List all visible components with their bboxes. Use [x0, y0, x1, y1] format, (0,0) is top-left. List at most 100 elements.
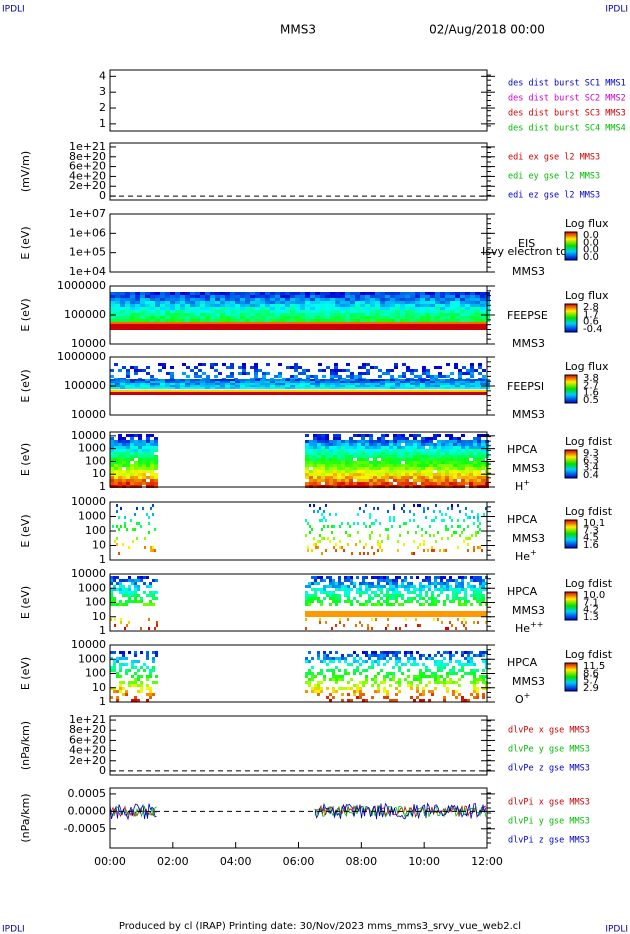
- spectrogram-cell: [116, 672, 119, 675]
- spectrogram-cell: [345, 482, 349, 485]
- spectrogram-cell: [476, 591, 479, 594]
- spectrogram-cell: [230, 298, 235, 301]
- spectrogram-cell: [465, 387, 470, 389]
- spectrogram-cell: [122, 657, 125, 660]
- spectrogram-cell: [344, 669, 347, 672]
- spectrogram-cell: [295, 379, 300, 381]
- spectrogram-cell: [325, 304, 330, 307]
- colorbar-tick-label: 0.0: [583, 252, 599, 263]
- spectrogram-cell: [446, 663, 449, 666]
- spectrogram-cell: [405, 301, 410, 304]
- spectrogram-cell: [290, 383, 295, 385]
- spectrogram-cell: [437, 458, 441, 461]
- spectrogram-cell: [124, 627, 126, 630]
- spectrogram-cell: [140, 385, 145, 387]
- spectrogram-cell: [421, 473, 425, 476]
- spectrogram-cell: [371, 546, 373, 549]
- spectrogram-cell: [313, 437, 317, 440]
- instrument-label: HPCA: [507, 585, 538, 598]
- spectrogram-cell: [125, 579, 128, 582]
- spectrogram-cell: [320, 387, 325, 389]
- spectrogram-cell: [435, 381, 440, 383]
- spectrogram-cell: [400, 316, 405, 319]
- spectrogram-cell: [320, 295, 325, 298]
- spectrogram-cell: [315, 385, 320, 387]
- spectrogram-cell: [361, 455, 365, 458]
- spectrogram-cell: [426, 369, 430, 372]
- spectrogram-cell: [110, 449, 114, 452]
- spectrogram-cell: [475, 381, 480, 383]
- colorbar: [564, 231, 578, 261]
- spectrogram-cell: [395, 693, 398, 696]
- spectrogram-cell: [479, 582, 482, 585]
- spectrogram-cell: [160, 385, 165, 387]
- spectrogram-cell: [152, 693, 155, 696]
- spectrogram-cell: [120, 385, 125, 387]
- spectrogram-cell: [403, 543, 405, 546]
- spectrogram-cell: [339, 546, 341, 549]
- spectrogram-cell: [185, 385, 190, 387]
- spectrogram-cell: [449, 461, 453, 464]
- spectrogram-cell: [335, 313, 340, 316]
- spectrogram-cell: [350, 582, 353, 585]
- spectrogram-cell: [433, 479, 437, 482]
- spectrogram-cell: [309, 473, 313, 476]
- spectrogram-band: [110, 392, 487, 395]
- spectrogram-cell: [280, 379, 285, 381]
- spectrogram-cell: [476, 576, 479, 579]
- spectrogram-cell: [149, 696, 152, 699]
- spectrogram-cell: [425, 585, 428, 588]
- spectrogram-cell: [210, 292, 215, 295]
- spectrogram-cell: [380, 597, 383, 600]
- spectrogram-cell: [400, 379, 405, 381]
- spectrogram-cell: [335, 316, 340, 319]
- spectrogram-cell: [190, 379, 195, 381]
- spectrogram-cell: [325, 440, 329, 443]
- spectrogram-cell: [425, 379, 430, 381]
- spectrogram-cell: [440, 582, 443, 585]
- spectrogram-cell: [215, 383, 220, 385]
- spectrogram-cell: [441, 513, 443, 516]
- spectrogram-cell: [381, 473, 385, 476]
- spectrogram-cell: [126, 452, 130, 455]
- spectrogram-cell: [457, 525, 459, 528]
- species: O: [515, 693, 524, 706]
- spectrogram-cell: [343, 549, 345, 552]
- spectrogram-cell: [120, 507, 122, 510]
- spectrogram-cell: [305, 600, 308, 603]
- charge: ++: [530, 620, 543, 629]
- spectrogram-cell: [390, 379, 395, 381]
- spectrogram-cell: [473, 591, 476, 594]
- spectrogram-cell: [461, 473, 465, 476]
- spectrogram-cell: [356, 660, 359, 663]
- spectrogram-cell: [265, 387, 270, 389]
- spectrogram-cell: [205, 385, 210, 387]
- spectrogram-cell: [453, 443, 457, 446]
- spectrogram-cell: [113, 651, 116, 654]
- y-axis-label: E (eV): [19, 298, 32, 331]
- spectrogram-cell: [149, 669, 152, 672]
- spectrogram-cell: [152, 579, 155, 582]
- spectrogram-cell: [337, 473, 341, 476]
- spectrogram-cell: [443, 576, 446, 579]
- spectrogram-cell: [175, 304, 180, 307]
- spectrogram-cell: [450, 295, 455, 298]
- spectrogram-cell: [310, 301, 315, 304]
- spectrogram-cell: [110, 369, 114, 372]
- spectrogram-cell: [371, 678, 374, 681]
- spectrogram-cell: [457, 449, 461, 452]
- spectrogram-cell: [119, 588, 122, 591]
- spectrogram-cell: [392, 591, 395, 594]
- spectrogram-cell: [140, 687, 143, 690]
- spectrogram-cell: [130, 449, 134, 452]
- spectrogram-cell: [170, 319, 175, 322]
- spectrogram-cell: [337, 479, 341, 482]
- spectrogram-cell: [126, 528, 128, 531]
- spectrogram-cell: [458, 603, 461, 606]
- spectrogram-cell: [398, 603, 401, 606]
- spectrogram-cell: [437, 464, 441, 467]
- spectrogram-cell: [319, 618, 321, 621]
- spectrogram-cell: [431, 582, 434, 585]
- spectrogram-cell: [419, 597, 422, 600]
- spectrogram-cell: [146, 366, 150, 369]
